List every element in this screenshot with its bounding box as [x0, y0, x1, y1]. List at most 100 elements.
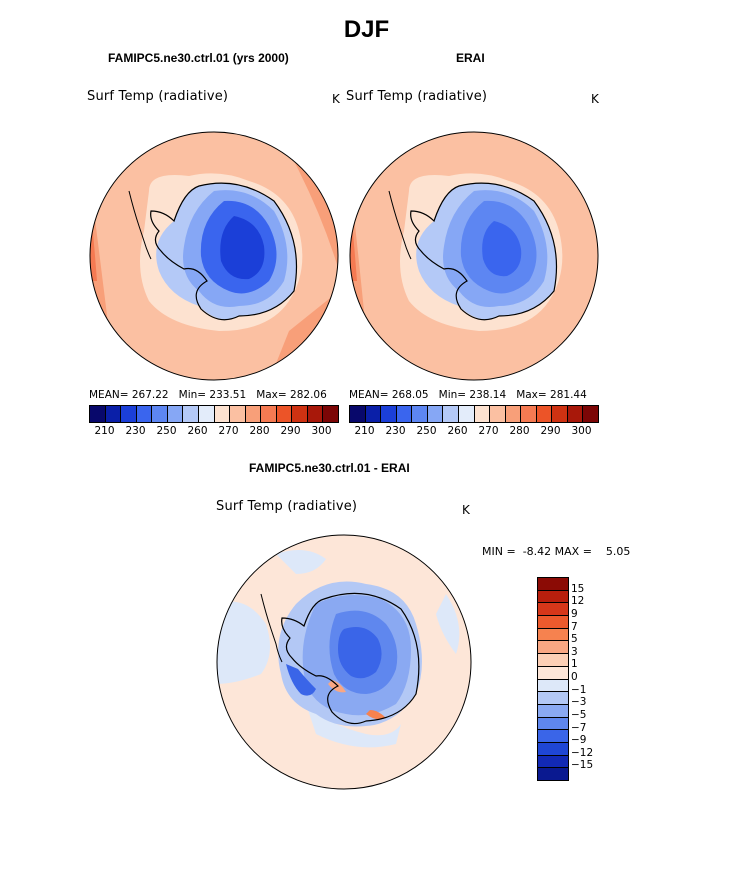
- colorbar-swatch: [90, 406, 106, 422]
- colorbar-swatch: [261, 406, 277, 422]
- panel-1-title: FAMIPC5.ne30.ctrl.01 (yrs 2000): [108, 51, 289, 65]
- colorbar-swatch: [214, 406, 231, 422]
- colorbar-swatch: [538, 641, 568, 655]
- colorbar-swatch: [167, 406, 184, 422]
- plateau: [220, 216, 265, 280]
- colorbar-tick-label: 210: [354, 425, 375, 437]
- colorbar-tick-label: 5: [571, 633, 578, 646]
- peninsula-coast: [128, 190, 152, 260]
- colorbar-swatch: [152, 406, 168, 422]
- colorbar-tick-label: −9: [571, 734, 587, 747]
- colorbar-swatch: [105, 406, 122, 422]
- colorbar-tick-label: 12: [571, 595, 585, 608]
- panel-3-units: K: [462, 503, 470, 517]
- colorbar-tick-label: 290: [540, 425, 561, 437]
- colorbar-tick-label: 1: [571, 658, 578, 671]
- colorbar-tick-label: 3: [571, 645, 578, 658]
- coastline: [281, 592, 420, 725]
- colorbar-swatch: [412, 406, 428, 422]
- colorbar-swatch: [538, 666, 568, 680]
- colorbar-tick-label: 9: [571, 607, 578, 620]
- colorbar-swatch: [198, 406, 215, 422]
- map-border: [216, 534, 472, 790]
- colorbar-swatch: [121, 406, 137, 422]
- colorbar-tick-label: 280: [249, 425, 270, 437]
- coastline: [410, 182, 557, 321]
- colorbar-swatch: [538, 692, 568, 705]
- colorbar-swatch: [538, 603, 568, 617]
- panel-3-title: FAMIPC5.ne30.ctrl.01 - ERAI: [249, 461, 410, 475]
- peninsula-coast: [260, 593, 283, 663]
- colorbar-swatch: [505, 406, 522, 422]
- cool-anomaly-west: [217, 601, 270, 684]
- colorbar-tick-label: 210: [94, 425, 115, 437]
- map-panel-3: [216, 534, 472, 790]
- panel-1-units: K: [332, 92, 340, 106]
- colorbar-swatch: [427, 406, 444, 422]
- colorbar-swatch: [567, 406, 584, 422]
- colorbar-tick-label: −7: [571, 721, 587, 734]
- colorbar-swatch: [490, 406, 506, 422]
- panel-2-units: K: [591, 92, 599, 106]
- colorbar-1: [89, 405, 339, 423]
- panel-1-stats: MEAN= 267.22 Min= 233.51 Max= 282.06: [89, 389, 327, 401]
- colorbar-swatch: [230, 406, 246, 422]
- colorbar-swatch: [183, 406, 199, 422]
- colorbar-swatch: [521, 406, 537, 422]
- colorbar-swatch: [474, 406, 491, 422]
- colorbar-tick-label: 260: [447, 425, 468, 437]
- colorbar-swatch: [538, 616, 568, 629]
- colorbar-tick-label: 250: [416, 425, 437, 437]
- colorbar-swatch: [552, 406, 568, 422]
- colorbar-tick-label: 280: [509, 425, 530, 437]
- colorbar-swatch: [538, 654, 568, 667]
- colorbar-tick-label: −5: [571, 708, 587, 721]
- colorbar-swatch: [323, 406, 338, 422]
- colorbar-tick-label: 300: [311, 425, 332, 437]
- map-panel-1: [89, 131, 339, 381]
- colorbar-swatch: [538, 717, 568, 731]
- colorbar-tick-label: −1: [571, 683, 587, 696]
- anomaly-5: [286, 664, 316, 696]
- colorbar-tick-label: −12: [571, 746, 594, 759]
- colorbar-swatch: [381, 406, 397, 422]
- colorbar-tick-label: 290: [280, 425, 301, 437]
- colorbar-tick-label: 270: [218, 425, 239, 437]
- colorbar-tick-label: −15: [571, 759, 594, 772]
- colorbar-swatch: [307, 406, 324, 422]
- colorbar-tick-label: 230: [125, 425, 146, 437]
- colorbar-swatch: [350, 406, 366, 422]
- colorbar-swatch: [538, 679, 568, 693]
- colorbar-swatch: [538, 590, 568, 604]
- colorbar-swatch: [538, 704, 568, 718]
- colorbar-swatch: [458, 406, 475, 422]
- colorbar-3: [537, 577, 569, 781]
- colorbar-swatch: [276, 406, 293, 422]
- colorbar-swatch: [583, 406, 598, 422]
- colorbar-tick-label: 15: [571, 582, 585, 595]
- colorbar-swatch: [536, 406, 553, 422]
- colorbar-swatch: [136, 406, 153, 422]
- colorbar-tick-label: 230: [385, 425, 406, 437]
- colorbar-3-ticks: 15 12 9 7 5 3 1 0 −1 −3 −5 −7 −9 −12 −15: [571, 577, 611, 779]
- colorbar-swatch: [245, 406, 262, 422]
- colorbar-swatch: [538, 742, 568, 756]
- colorbar-2: [349, 405, 599, 423]
- colorbar-tick-label: 260: [187, 425, 208, 437]
- cool-anomaly-north: [276, 550, 326, 574]
- colorbar-2-ticks: 210 230 250 260 270 280 290 300: [349, 425, 597, 439]
- colorbar-swatch: [396, 406, 413, 422]
- panel-2-title: ERAI: [456, 51, 485, 65]
- colorbar-swatch: [365, 406, 382, 422]
- coastline: [150, 182, 297, 321]
- colorbar-tick-label: 300: [571, 425, 592, 437]
- colorbar-swatch: [538, 578, 568, 591]
- plateau: [482, 221, 522, 277]
- panel-3-variable: Surf Temp (radiative): [216, 499, 358, 514]
- panel-3-stats: MIN = -8.42 MAX = 5.05: [482, 545, 631, 558]
- map-panel-2: [349, 131, 599, 381]
- anomaly-4: [338, 626, 382, 679]
- warm-anomaly: [366, 710, 386, 720]
- cool-anomaly-east: [436, 594, 460, 654]
- colorbar-swatch: [292, 406, 308, 422]
